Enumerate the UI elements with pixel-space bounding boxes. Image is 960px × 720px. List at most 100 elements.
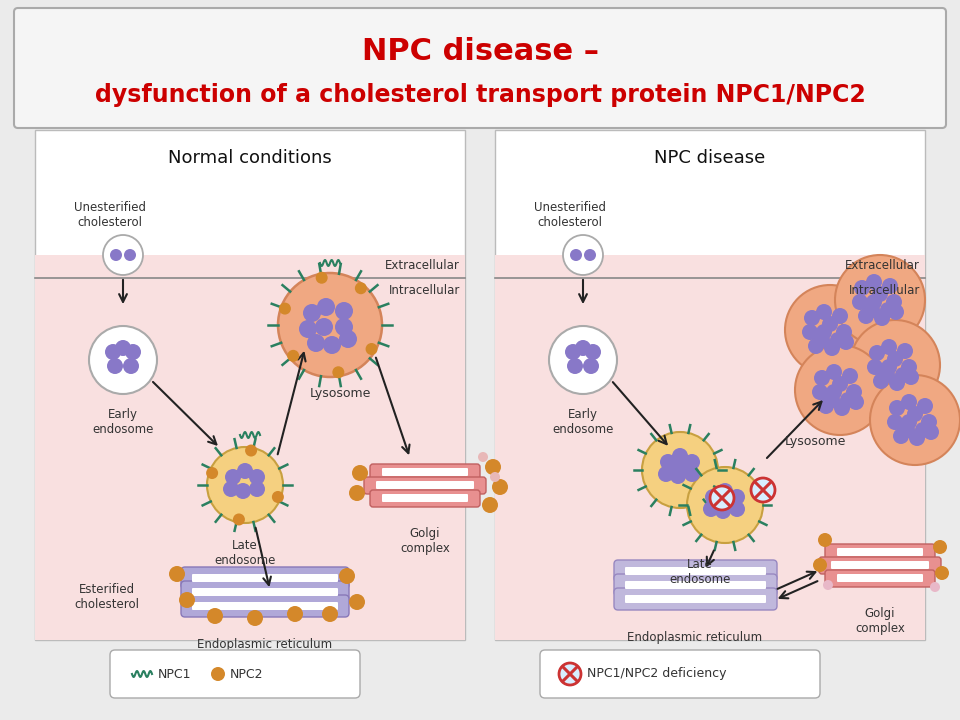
Circle shape (887, 351, 903, 367)
Circle shape (124, 249, 136, 261)
Circle shape (103, 235, 143, 275)
Circle shape (832, 308, 848, 324)
Circle shape (824, 392, 840, 408)
FancyBboxPatch shape (35, 255, 465, 640)
Text: Lysosome: Lysosome (309, 387, 371, 400)
Circle shape (866, 274, 882, 290)
Text: Early
endosome: Early endosome (552, 408, 613, 436)
Circle shape (808, 338, 824, 354)
Text: Extracellular: Extracellular (845, 259, 920, 272)
Circle shape (125, 344, 141, 360)
Circle shape (492, 479, 508, 495)
Circle shape (332, 366, 345, 378)
FancyBboxPatch shape (181, 595, 349, 617)
Circle shape (315, 318, 333, 336)
Circle shape (89, 326, 157, 394)
Circle shape (711, 495, 727, 511)
Circle shape (179, 592, 195, 608)
Circle shape (879, 367, 895, 383)
FancyBboxPatch shape (382, 494, 468, 502)
Circle shape (123, 358, 139, 374)
Circle shape (893, 428, 909, 444)
Circle shape (824, 340, 840, 356)
Circle shape (207, 608, 223, 624)
Circle shape (565, 344, 581, 360)
Circle shape (684, 466, 700, 482)
Circle shape (864, 302, 880, 318)
Circle shape (307, 334, 325, 352)
Circle shape (729, 489, 745, 505)
Circle shape (814, 332, 830, 348)
FancyBboxPatch shape (625, 595, 766, 603)
Circle shape (287, 350, 300, 362)
Text: NPC1: NPC1 (158, 667, 191, 680)
FancyBboxPatch shape (376, 481, 474, 489)
Circle shape (660, 454, 676, 470)
Text: NPC disease –: NPC disease – (362, 37, 598, 66)
FancyBboxPatch shape (614, 588, 777, 610)
Circle shape (838, 334, 854, 350)
Circle shape (889, 400, 905, 416)
FancyBboxPatch shape (614, 574, 777, 596)
Circle shape (678, 460, 694, 476)
Circle shape (802, 324, 818, 340)
Circle shape (785, 285, 875, 375)
Circle shape (830, 332, 846, 348)
Circle shape (823, 580, 833, 590)
Circle shape (355, 282, 367, 294)
Circle shape (642, 432, 718, 508)
Circle shape (867, 359, 883, 375)
FancyBboxPatch shape (825, 544, 935, 561)
Circle shape (835, 255, 925, 345)
Circle shape (658, 466, 674, 482)
Circle shape (842, 368, 858, 384)
Circle shape (813, 558, 827, 572)
Text: Unesterified
cholesterol: Unesterified cholesterol (74, 201, 146, 229)
FancyBboxPatch shape (625, 581, 766, 589)
Circle shape (814, 370, 830, 386)
FancyBboxPatch shape (625, 567, 766, 575)
FancyBboxPatch shape (819, 557, 941, 574)
FancyBboxPatch shape (614, 560, 777, 582)
Circle shape (233, 513, 245, 526)
Circle shape (715, 503, 731, 519)
Circle shape (107, 358, 123, 374)
Text: NPC1/NPC2 deficiency: NPC1/NPC2 deficiency (587, 667, 727, 680)
FancyBboxPatch shape (837, 574, 923, 582)
Circle shape (169, 566, 185, 582)
Text: Endoplasmic reticulum: Endoplasmic reticulum (198, 638, 332, 651)
Circle shape (930, 582, 940, 592)
Circle shape (915, 422, 931, 438)
FancyBboxPatch shape (192, 602, 338, 610)
FancyBboxPatch shape (192, 574, 338, 582)
FancyBboxPatch shape (831, 561, 929, 569)
Circle shape (235, 483, 251, 499)
Circle shape (206, 467, 218, 479)
Circle shape (881, 359, 897, 375)
Circle shape (249, 469, 265, 485)
FancyBboxPatch shape (14, 8, 946, 128)
Circle shape (812, 384, 828, 400)
Circle shape (349, 485, 365, 501)
Circle shape (349, 594, 365, 610)
Circle shape (897, 343, 913, 359)
Circle shape (583, 358, 599, 374)
Circle shape (352, 465, 368, 481)
FancyBboxPatch shape (837, 548, 923, 556)
Circle shape (887, 414, 903, 430)
Circle shape (886, 294, 902, 310)
Circle shape (584, 249, 596, 261)
Circle shape (211, 667, 225, 681)
Text: Intracellular: Intracellular (389, 284, 460, 297)
Circle shape (575, 340, 591, 356)
Circle shape (723, 495, 739, 511)
FancyBboxPatch shape (370, 464, 480, 481)
Circle shape (901, 394, 917, 410)
FancyBboxPatch shape (825, 570, 935, 587)
FancyBboxPatch shape (110, 650, 360, 698)
Circle shape (901, 359, 917, 375)
Circle shape (684, 454, 700, 470)
Circle shape (852, 294, 868, 310)
Circle shape (840, 392, 856, 408)
Circle shape (279, 302, 291, 315)
